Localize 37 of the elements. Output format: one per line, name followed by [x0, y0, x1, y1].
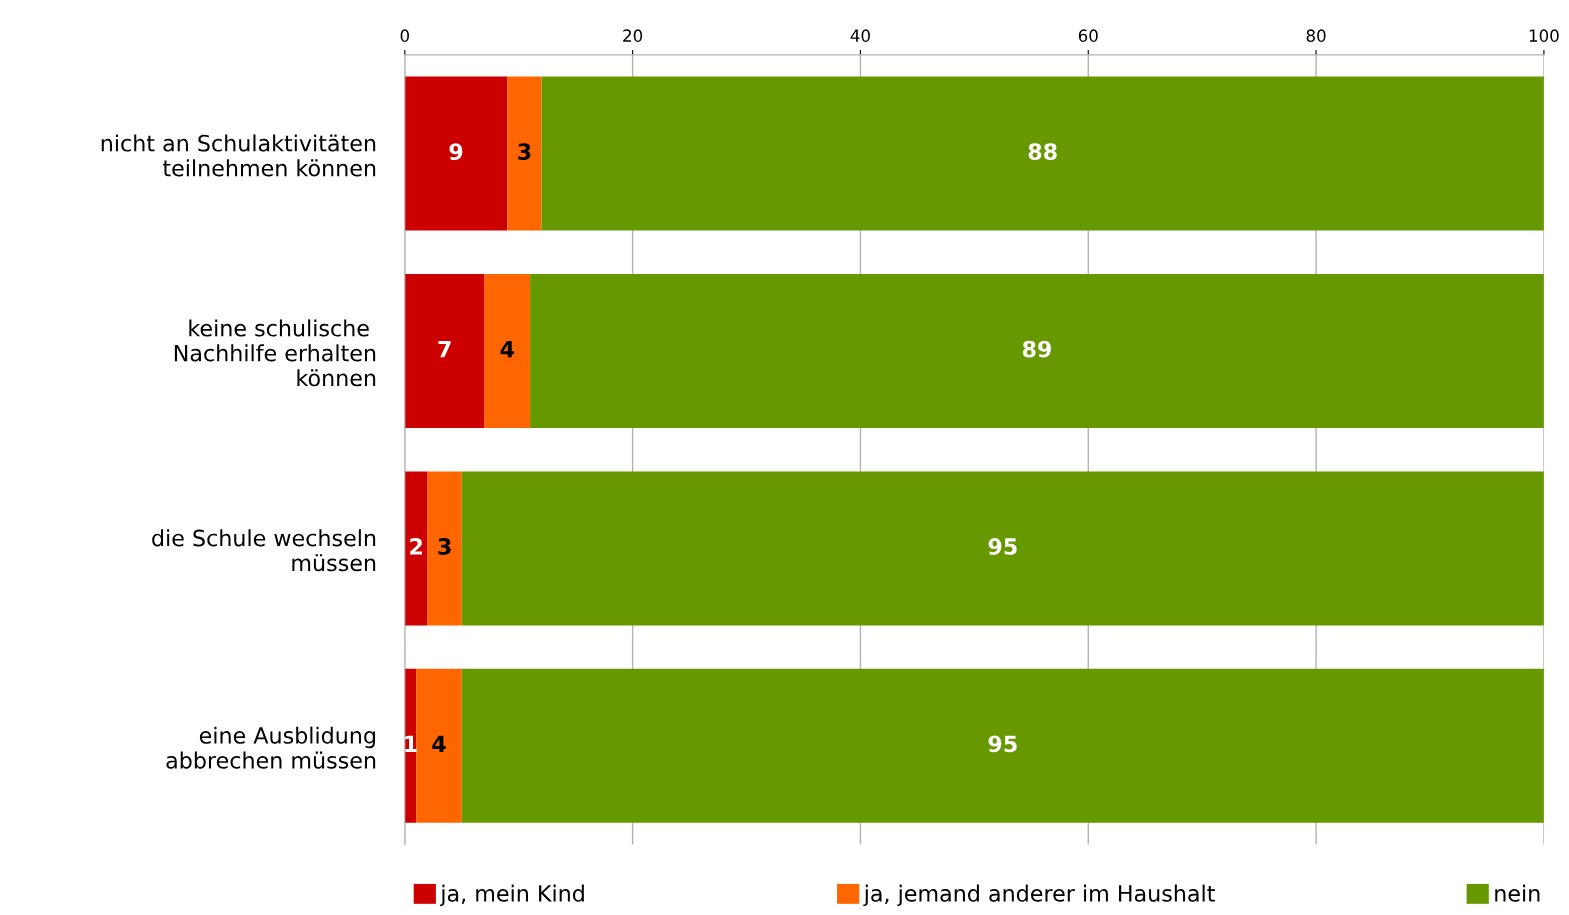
x-tick-label: 60: [1078, 29, 1098, 42]
y-tick-label: eine Ausblidung abbrechen müssen: [166, 726, 376, 769]
data-label: 88: [1028, 143, 1057, 161]
bar: [416, 668, 462, 823]
legend-label: ja, mein Kind: [439, 884, 584, 907]
bar: [461, 668, 1544, 823]
bar: [484, 274, 531, 429]
y-tick-label: die Schule wechseln müssen: [152, 529, 376, 572]
data-label: 7: [438, 340, 451, 358]
bar: [404, 668, 417, 823]
legend-label: nein: [1495, 884, 1540, 902]
bar: [461, 471, 1544, 626]
data-label: 1: [405, 735, 417, 752]
data-label: 2: [410, 538, 422, 555]
y-tick-label: nicht an Schulaktivitäten teilnehmen können: [101, 134, 376, 177]
bar: [404, 471, 428, 626]
bar: [404, 274, 485, 429]
x-tick-label: 20: [623, 29, 643, 42]
data-label: 4: [432, 735, 446, 752]
bar: [404, 76, 508, 231]
bar: [507, 76, 542, 231]
x-tick-label: 40: [850, 29, 870, 42]
data-label: 4: [500, 340, 515, 358]
bar: [530, 274, 1544, 429]
data-label: 3: [438, 538, 451, 555]
bar: [427, 471, 462, 626]
data-label: 3: [518, 143, 531, 161]
y-tick-label: keine schulische Nachhilfe erhalten können: [174, 319, 376, 387]
bar: [541, 76, 1544, 231]
x-tick-label: 0: [400, 29, 409, 42]
data-label: 89: [1022, 340, 1052, 358]
data-label: 9: [449, 143, 463, 161]
legend-label: ja, jemand anderer im Haushalt: [863, 884, 1215, 907]
x-tick-label: 80: [1306, 29, 1326, 42]
data-label: 95: [988, 735, 1017, 753]
x-tick-label: 100: [1529, 29, 1559, 42]
data-label: 95: [988, 538, 1017, 555]
